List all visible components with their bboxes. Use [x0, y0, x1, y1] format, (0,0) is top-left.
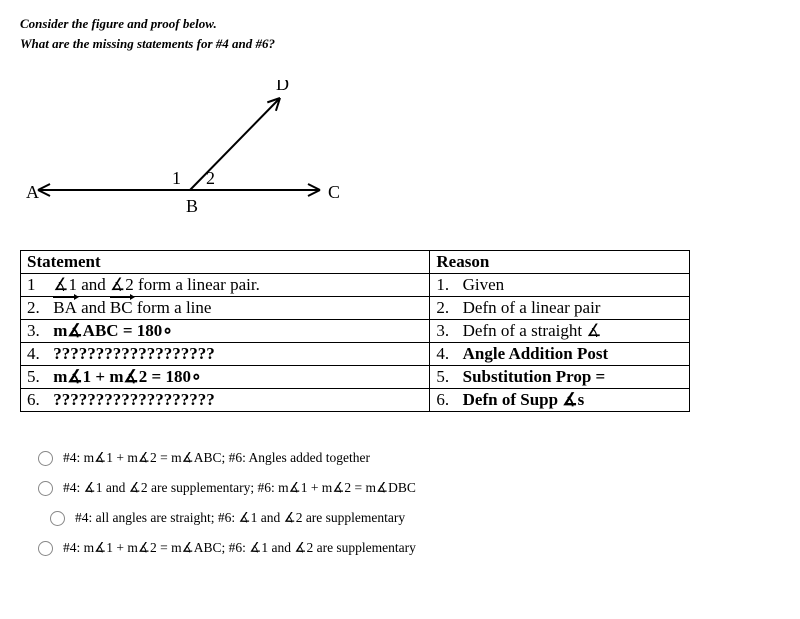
reason-cell: 2. Defn of a linear pair	[430, 297, 690, 320]
answer-option[interactable]: #4: m∡1 + m∡2 = m∡ABC; #6: ∡1 and ∡2 are…	[38, 540, 780, 556]
figure-svg: A B C D 1 2	[20, 80, 350, 225]
reason-cell: 6. Defn of Supp ∡s	[430, 389, 690, 412]
svg-text:A: A	[26, 182, 39, 202]
radio-icon[interactable]	[50, 511, 65, 526]
option-label: #4: m∡1 + m∡2 = m∡ABC; #6: ∡1 and ∡2 are…	[63, 540, 416, 556]
prompt-line-2: What are the missing statements for #4 a…	[20, 36, 780, 52]
table-row: 4. ???????????????????4. Angle Addition …	[21, 343, 690, 366]
prompt-line-1: Consider the figure and proof below.	[20, 16, 780, 32]
answer-option[interactable]: #4: ∡1 and ∡2 are supplementary; #6: m∡1…	[38, 480, 780, 496]
statement-cell: 3. m∡ABC = 180∘	[21, 320, 430, 343]
geometry-figure: A B C D 1 2	[20, 80, 780, 230]
svg-text:B: B	[186, 196, 198, 216]
option-label: #4: ∡1 and ∡2 are supplementary; #6: m∡1…	[63, 480, 416, 496]
reason-cell: 5. Substitution Prop =	[430, 366, 690, 389]
answer-options: #4: m∡1 + m∡2 = m∡ABC; #6: Angles added …	[20, 450, 780, 556]
option-label: #4: all angles are straight; #6: ∡1 and …	[75, 510, 405, 526]
svg-text:D: D	[276, 80, 289, 94]
table-row: 2. BA and BC form a line2. Defn of a lin…	[21, 297, 690, 320]
radio-icon[interactable]	[38, 451, 53, 466]
radio-icon[interactable]	[38, 481, 53, 496]
svg-text:C: C	[328, 182, 340, 202]
option-label: #4: m∡1 + m∡2 = m∡ABC; #6: Angles added …	[63, 450, 370, 466]
header-reason: Reason	[430, 251, 690, 274]
statement-cell: 5. m∡1 + m∡2 = 180∘	[21, 366, 430, 389]
statement-cell: 6. ???????????????????	[21, 389, 430, 412]
proof-table: StatementReason1 ∡1 and ∡2 form a linear…	[20, 250, 690, 412]
reason-cell: 4. Angle Addition Post	[430, 343, 690, 366]
header-statement: Statement	[21, 251, 430, 274]
radio-icon[interactable]	[38, 541, 53, 556]
svg-text:1: 1	[172, 168, 181, 188]
statement-cell: 4. ???????????????????	[21, 343, 430, 366]
statement-cell: 1 ∡1 and ∡2 form a linear pair.	[21, 274, 430, 297]
table-row: 5. m∡1 + m∡2 = 180∘5. Substitution Prop …	[21, 366, 690, 389]
table-row: 1 ∡1 and ∡2 form a linear pair.1. Given	[21, 274, 690, 297]
svg-text:2: 2	[206, 168, 215, 188]
reason-cell: 3. Defn of a straight ∡	[430, 320, 690, 343]
reason-cell: 1. Given	[430, 274, 690, 297]
table-row: 6. ???????????????????6. Defn of Supp ∡s	[21, 389, 690, 412]
answer-option[interactable]: #4: m∡1 + m∡2 = m∡ABC; #6: Angles added …	[38, 450, 780, 466]
statement-cell: 2. BA and BC form a line	[21, 297, 430, 320]
answer-option[interactable]: #4: all angles are straight; #6: ∡1 and …	[50, 510, 780, 526]
table-row: 3. m∡ABC = 180∘3. Defn of a straight ∡	[21, 320, 690, 343]
